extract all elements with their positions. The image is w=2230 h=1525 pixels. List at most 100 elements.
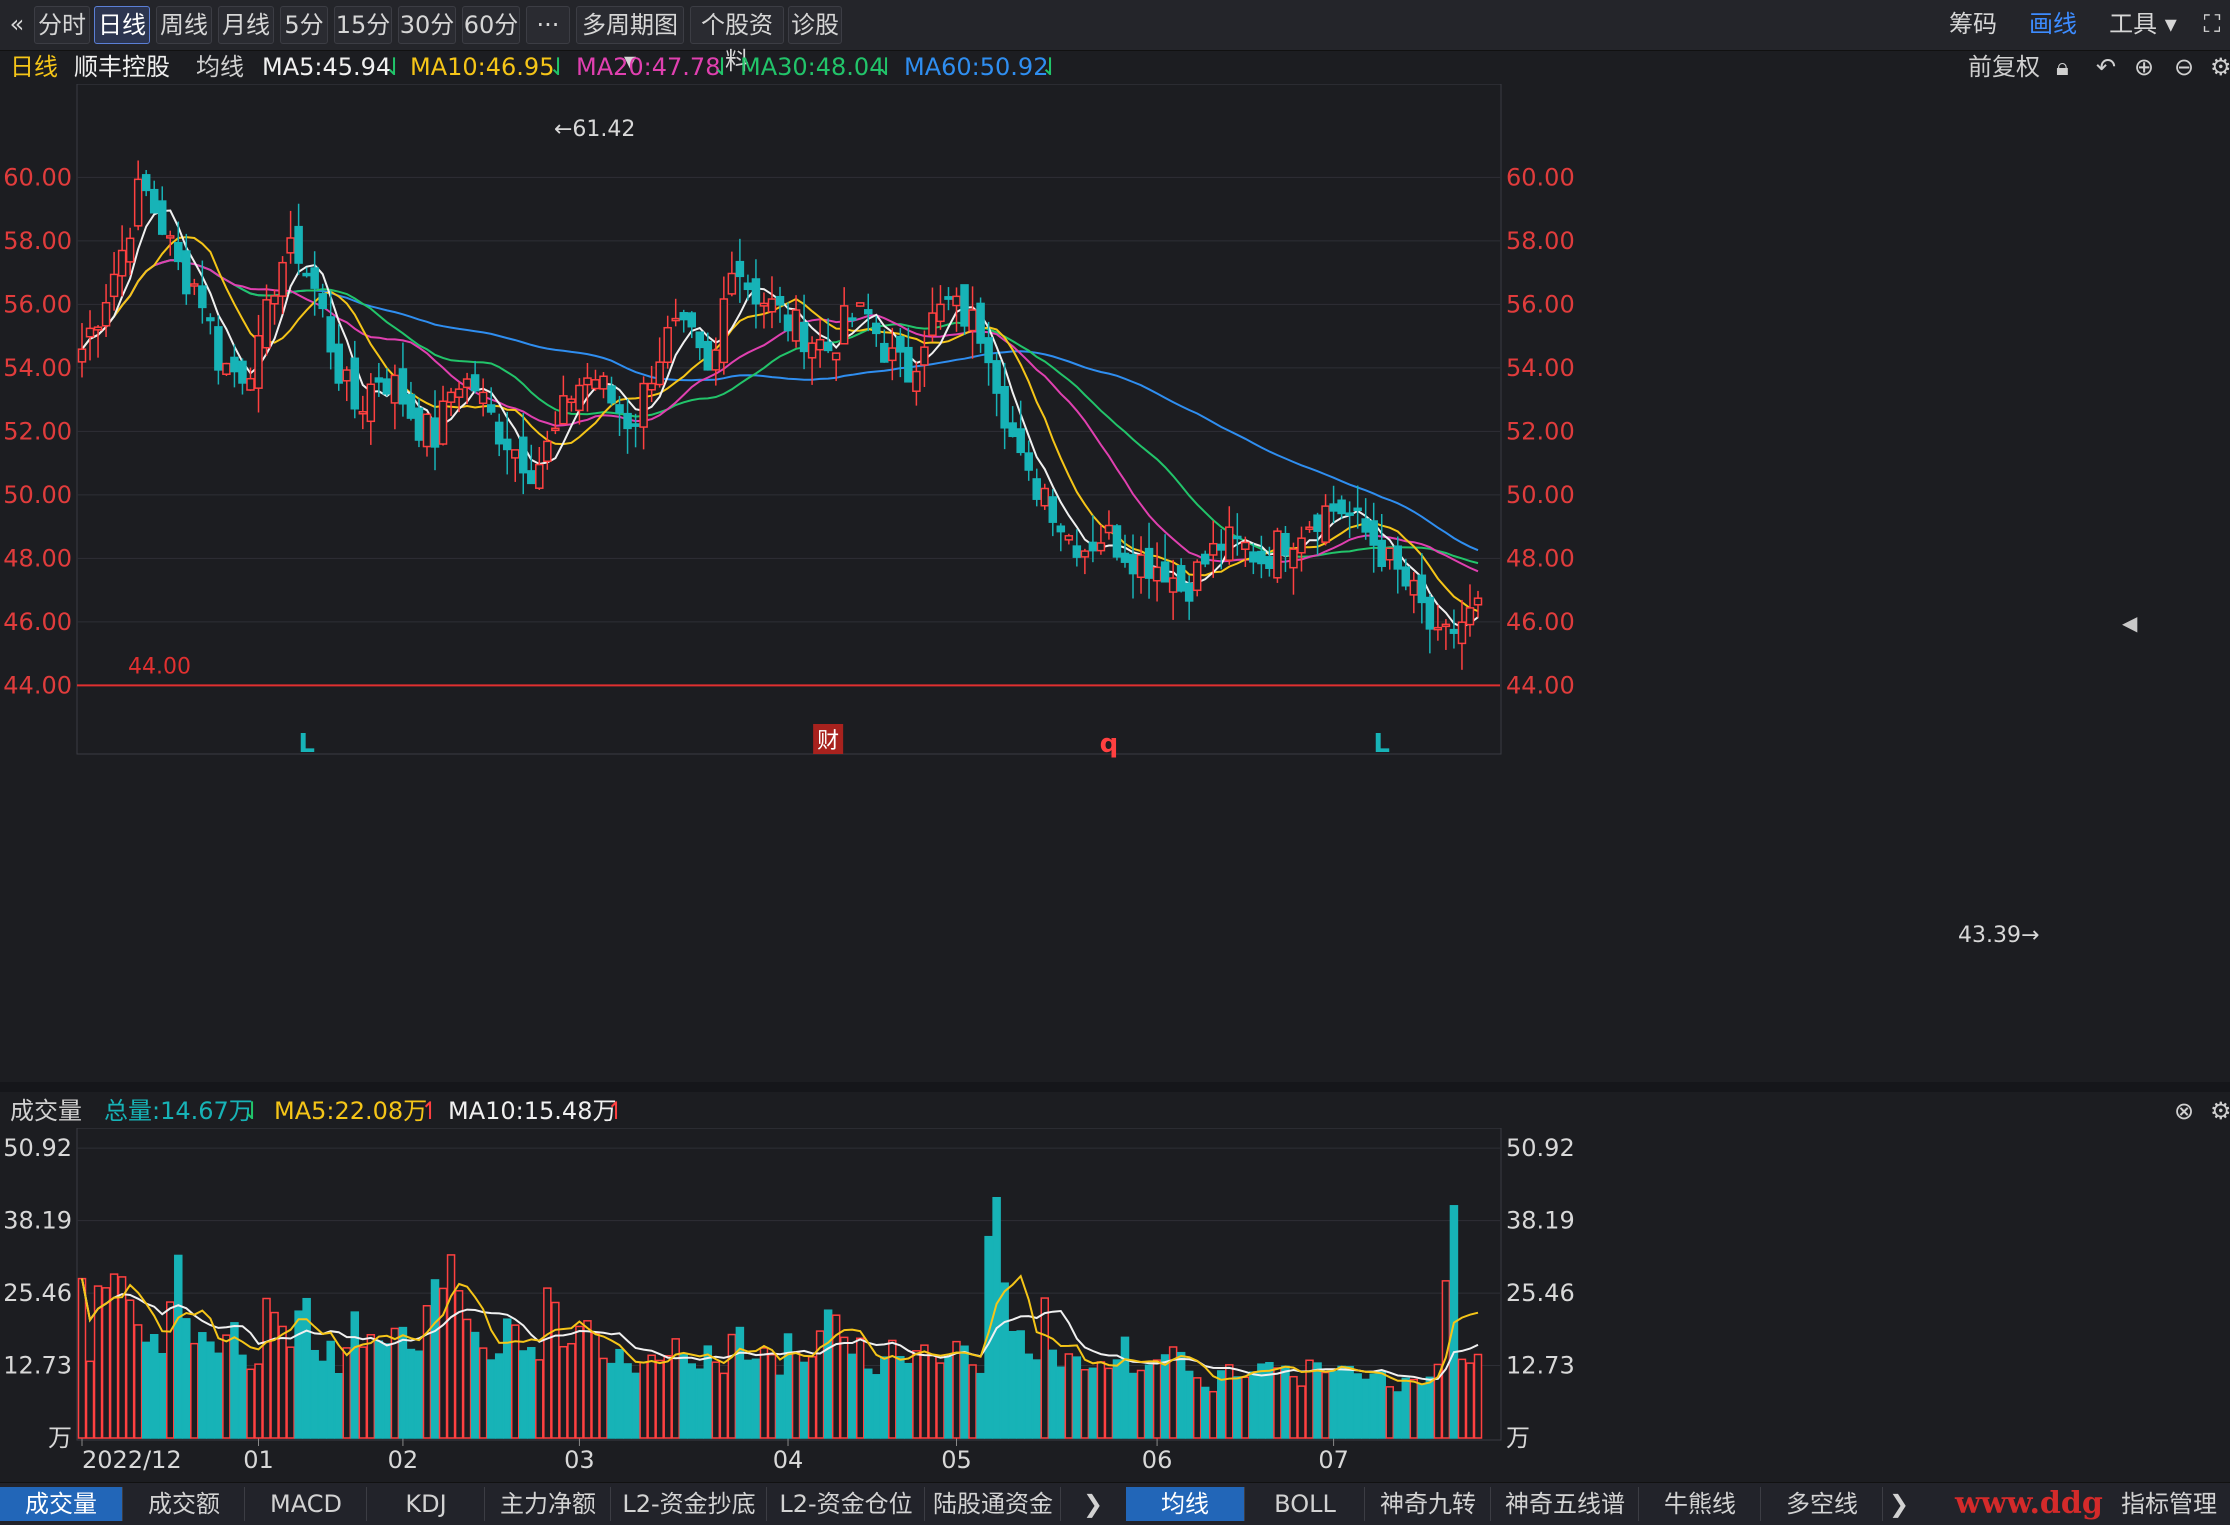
next-overlay-tabs-icon[interactable]: ❯ — [1888, 1490, 1910, 1518]
multi-period-dropdown[interactable]: 多周期图 ▾ — [576, 6, 684, 75]
candle-down — [414, 407, 424, 441]
back-button[interactable]: « — [9, 10, 25, 38]
candle-down — [1016, 428, 1025, 454]
tab-turnover[interactable]: 成交额 — [124, 1487, 245, 1521]
volume-bar-up — [390, 1327, 400, 1439]
close-volume-icon[interactable]: ⊗ — [2174, 1097, 2195, 1125]
tab-boll[interactable]: BOLL — [1246, 1487, 1365, 1521]
candle-down — [1401, 566, 1411, 587]
tab-td9[interactable]: 神奇九转 — [1366, 1487, 1491, 1521]
candle-down — [944, 296, 953, 300]
adjust-label[interactable]: 前复权 — [1968, 53, 2040, 81]
volume-bar-up — [342, 1347, 352, 1439]
tab-l2-position[interactable]: L2-资金仓位 — [768, 1487, 925, 1521]
tools-dropdown[interactable]: 工具 ▾ — [2109, 10, 2177, 38]
price-frame — [76, 84, 1502, 755]
volume-bar-up — [254, 1363, 263, 1439]
tab-volume[interactable]: 成交量 — [0, 1487, 123, 1521]
tab-5[interactable]: 15分 — [334, 6, 392, 44]
event-marker-L: L — [1373, 729, 1390, 759]
ma20-arrow-icon: ⇃ — [712, 53, 733, 81]
volume-bar-down — [374, 1340, 384, 1439]
stock-info-button[interactable]: 个股资料 — [690, 6, 784, 75]
more-button[interactable]: ··· — [526, 6, 570, 44]
volume-bar-down — [1337, 1365, 1346, 1439]
tab-five-line[interactable]: 神奇五线谱 — [1492, 1487, 1639, 1521]
price-tick-label-left: 50.00 — [3, 481, 72, 509]
volume-bar-down — [174, 1254, 183, 1439]
volume-bar-up — [358, 1346, 368, 1439]
candle-up — [478, 391, 488, 405]
volume-bar-up — [1152, 1359, 1162, 1439]
volume-bar-down — [294, 1310, 303, 1439]
volume-bar-down — [1016, 1330, 1025, 1439]
candle-up — [446, 391, 456, 403]
bottom-indicator-bar: 成交量 成交额 MACD KDJ 主力净额 L2-资金抄底 L2-资金仓位 陆股… — [0, 1482, 2230, 1525]
tab-6[interactable]: 30分 — [398, 6, 456, 44]
lock-icon[interactable]: 🔒︎ — [2056, 53, 2069, 81]
next-tabs-icon[interactable]: ❯ — [1082, 1490, 1104, 1518]
tab-bull-bear[interactable]: 牛熊线 — [1640, 1487, 1761, 1521]
tab-macd[interactable]: MACD — [246, 1487, 367, 1521]
candle-up — [639, 382, 648, 428]
indicator-manage-button[interactable]: 指标管理 — [2121, 1490, 2217, 1518]
volume-bar-down — [695, 1368, 705, 1439]
tab-long-short[interactable]: 多空线 — [1762, 1487, 1883, 1521]
volume-bar-down — [1072, 1356, 1082, 1439]
volume-bar-down — [382, 1343, 392, 1439]
volume-bar-up — [1273, 1367, 1282, 1439]
volume-bar-down — [872, 1374, 881, 1439]
volume-bar-down — [735, 1326, 745, 1439]
candle-up — [133, 178, 143, 227]
ma60-value: MA60:50.92 — [904, 53, 1049, 81]
volume-bar-up — [1104, 1367, 1114, 1439]
candle-down — [157, 200, 167, 235]
candle-down — [1377, 539, 1386, 567]
tab-hk-connect[interactable]: 陆股通资金 — [926, 1487, 1061, 1521]
settings-icon[interactable]: ⚙ — [2210, 53, 2230, 81]
candle-down — [1345, 512, 1354, 516]
candle-up — [190, 283, 199, 287]
volume-bar-down — [1345, 1365, 1354, 1439]
candle-up — [1040, 487, 1050, 507]
fullscreen-icon[interactable]: ⛶ — [2203, 10, 2221, 38]
volume-bar-up — [807, 1356, 817, 1439]
volume-bar-down — [1056, 1366, 1066, 1439]
volume-bar-up — [583, 1320, 592, 1439]
volume-bar-up — [510, 1324, 520, 1439]
candle-down — [687, 312, 696, 328]
volume-bar-down — [318, 1360, 327, 1439]
volume-bar-down — [631, 1372, 640, 1439]
price-tick-label-left: 52.00 — [3, 417, 72, 445]
tab-kdj[interactable]: KDJ — [368, 1487, 485, 1521]
volume-bar-up — [117, 1276, 127, 1439]
volume-bar-up — [839, 1336, 849, 1439]
diagnose-button[interactable]: 诊股 — [788, 6, 842, 44]
draw-button[interactable]: 画线 — [2029, 10, 2077, 38]
volume-bar-down — [1249, 1371, 1258, 1439]
chips-button[interactable]: 筹码 — [1949, 10, 1997, 38]
tab-4[interactable]: 5分 — [280, 6, 328, 44]
candle-down — [406, 393, 416, 419]
tab-l2-bottom[interactable]: L2-资金抄底 — [612, 1487, 767, 1521]
zoom-in-icon[interactable]: ⊕ — [2134, 53, 2155, 81]
tab-3[interactable]: 月线 — [218, 6, 274, 44]
candle-up — [1136, 554, 1146, 579]
zoom-out-icon[interactable]: ⊖ — [2174, 53, 2195, 81]
candle-up — [85, 327, 95, 338]
undo-icon[interactable]: ↶ — [2096, 53, 2117, 81]
date-tick-label: 03 — [564, 1446, 595, 1474]
tab-main-net[interactable]: 主力净额 — [486, 1487, 611, 1521]
candle-up — [77, 348, 87, 363]
volume-bar-up — [1168, 1346, 1178, 1439]
tab-2[interactable]: 周线 — [156, 6, 212, 44]
candle-up — [791, 309, 801, 342]
tab-1[interactable]: 日线 — [94, 6, 150, 44]
volume-bar-up — [767, 1353, 777, 1439]
tab-7[interactable]: 60分 — [462, 6, 520, 44]
volume-bar-down — [406, 1348, 416, 1439]
volume-bar-down — [1353, 1373, 1362, 1439]
tab-ma[interactable]: 均线 — [1126, 1487, 1245, 1521]
tab-0[interactable]: 分时 — [34, 6, 90, 44]
volume-settings-icon[interactable]: ⚙ — [2210, 1097, 2230, 1125]
